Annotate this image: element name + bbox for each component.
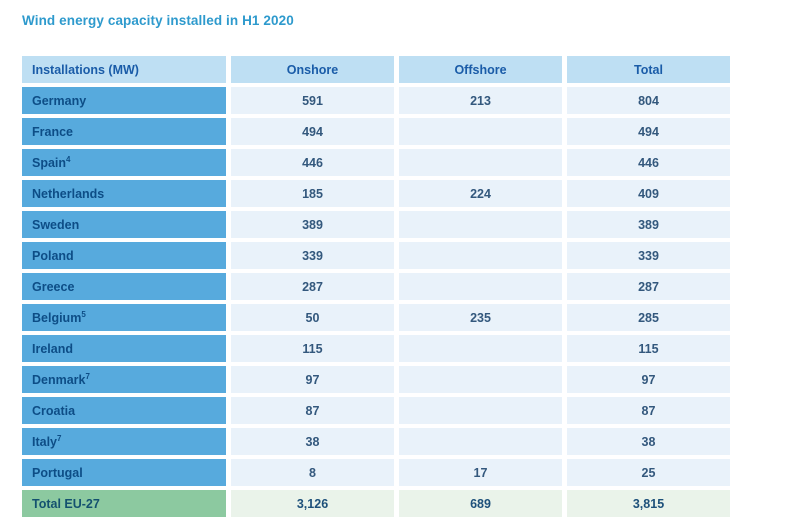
cell-onshore: 87 [231, 397, 394, 424]
cell-total: 87 [567, 397, 730, 424]
cell-onshore: 97 [231, 366, 394, 393]
cell-onshore: 446 [231, 149, 394, 176]
cell-total: 115 [567, 335, 730, 362]
cell-total: 3,815 [567, 490, 730, 517]
cell-onshore: 8 [231, 459, 394, 486]
column-header-installations: Installations (MW) [22, 56, 226, 83]
table-row: Belgium5 50 235 285 [22, 304, 730, 331]
footnote-marker: 7 [57, 433, 62, 443]
cell-total: 409 [567, 180, 730, 207]
row-label: Croatia [22, 397, 226, 424]
row-label: Portugal [22, 459, 226, 486]
row-label: Belgium5 [22, 304, 226, 331]
column-header-onshore: Onshore [231, 56, 394, 83]
table-row: France 494 494 [22, 118, 730, 145]
cell-offshore: 689 [399, 490, 562, 517]
cell-offshore [399, 118, 562, 145]
cell-total: 38 [567, 428, 730, 455]
table-row: Sweden 389 389 [22, 211, 730, 238]
cell-offshore [399, 397, 562, 424]
cell-onshore: 3,126 [231, 490, 394, 517]
cell-offshore: 235 [399, 304, 562, 331]
cell-offshore: 17 [399, 459, 562, 486]
table-row: Denmark7 97 97 [22, 366, 730, 393]
table-row: Greece 287 287 [22, 273, 730, 300]
footnote-marker: 7 [85, 371, 90, 381]
column-header-total: Total [567, 56, 730, 83]
cell-offshore [399, 335, 562, 362]
cell-total: 389 [567, 211, 730, 238]
row-label: Total EU-27 [22, 490, 226, 517]
row-label: Denmark7 [22, 366, 226, 393]
row-label: Spain4 [22, 149, 226, 176]
cell-offshore [399, 211, 562, 238]
table-row: Italy7 38 38 [22, 428, 730, 455]
cell-total: 339 [567, 242, 730, 269]
cell-onshore: 287 [231, 273, 394, 300]
cell-onshore: 50 [231, 304, 394, 331]
cell-onshore: 185 [231, 180, 394, 207]
footnote-marker: 4 [66, 154, 71, 164]
cell-offshore: 224 [399, 180, 562, 207]
cell-total: 804 [567, 87, 730, 114]
total-row: Total EU-27 3,126 689 3,815 [22, 490, 730, 517]
report-page: Wind energy capacity installed in H1 202… [17, 13, 735, 521]
cell-offshore [399, 149, 562, 176]
cell-total: 285 [567, 304, 730, 331]
cell-onshore: 115 [231, 335, 394, 362]
cell-onshore: 339 [231, 242, 394, 269]
table-row: Ireland 115 115 [22, 335, 730, 362]
cell-offshore [399, 273, 562, 300]
wind-capacity-table: Installations (MW) Onshore Offshore Tota… [17, 52, 735, 521]
row-label: Greece [22, 273, 226, 300]
table-row: Spain4 446 446 [22, 149, 730, 176]
cell-total: 97 [567, 366, 730, 393]
footnote-marker: 5 [81, 309, 86, 319]
cell-offshore [399, 366, 562, 393]
row-label: Sweden [22, 211, 226, 238]
header-row: Installations (MW) Onshore Offshore Tota… [22, 56, 730, 83]
row-label: France [22, 118, 226, 145]
page-title: Wind energy capacity installed in H1 202… [22, 13, 294, 28]
cell-total: 287 [567, 273, 730, 300]
cell-onshore: 591 [231, 87, 394, 114]
row-label: Netherlands [22, 180, 226, 207]
table-row: Germany 591 213 804 [22, 87, 730, 114]
cell-offshore [399, 242, 562, 269]
table-row: Portugal 8 17 25 [22, 459, 730, 486]
row-label: Germany [22, 87, 226, 114]
column-header-offshore: Offshore [399, 56, 562, 83]
table-row: Croatia 87 87 [22, 397, 730, 424]
cell-offshore: 213 [399, 87, 562, 114]
cell-onshore: 494 [231, 118, 394, 145]
cell-offshore [399, 428, 562, 455]
cell-total: 494 [567, 118, 730, 145]
table-row: Netherlands 185 224 409 [22, 180, 730, 207]
cell-total: 25 [567, 459, 730, 486]
cell-onshore: 389 [231, 211, 394, 238]
row-label: Ireland [22, 335, 226, 362]
table-body: Germany 591 213 804 France 494 494 Spain4 446 446… [22, 87, 730, 517]
row-label: Italy7 [22, 428, 226, 455]
cell-onshore: 38 [231, 428, 394, 455]
row-label: Poland [22, 242, 226, 269]
cell-total: 446 [567, 149, 730, 176]
table-row: Poland 339 339 [22, 242, 730, 269]
